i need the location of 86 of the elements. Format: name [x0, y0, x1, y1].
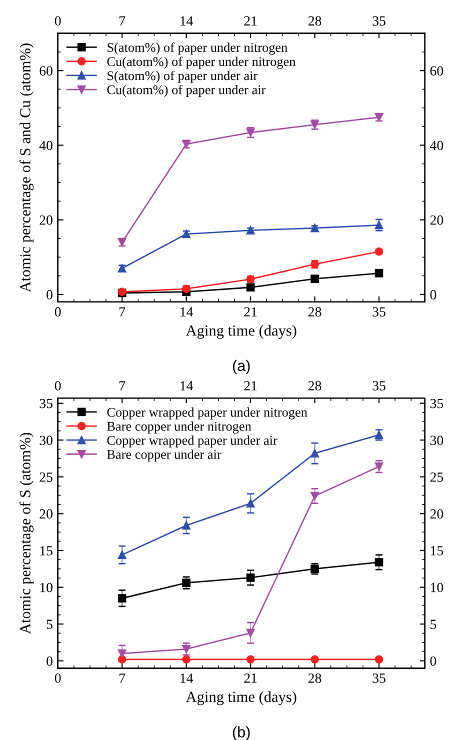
point — [118, 550, 126, 560]
x-axis-title: Aging time (days) — [186, 691, 296, 706]
x-tick-label: 14 — [180, 674, 194, 683]
y-tick-label: 10 — [40, 582, 52, 592]
y2-tick-label: 35 — [430, 398, 444, 408]
x-axis-title: Aging time (days) — [186, 324, 296, 339]
point — [374, 269, 384, 278]
x2-tick-label: 7 — [120, 381, 126, 390]
y2-tick-label: 0 — [430, 656, 436, 666]
text: (a) — [232, 360, 250, 374]
x-tick-label: 21 — [244, 307, 257, 316]
y2-tick-label: 25 — [430, 472, 444, 482]
x2-tick-label: 14 — [180, 16, 194, 26]
point — [246, 574, 255, 582]
y-tick-label: 30 — [40, 436, 52, 446]
x-tick-label: 35 — [372, 307, 386, 317]
point — [182, 521, 190, 530]
point — [374, 655, 384, 664]
point — [182, 578, 190, 588]
point — [310, 492, 319, 500]
legend-label: Copper wrapped paper under nitrogen — [107, 407, 308, 420]
y2-tick-label: 0 — [430, 290, 436, 300]
legend-label: Cu(atom%) of paper under nitrogen — [107, 56, 296, 69]
point — [182, 230, 190, 238]
y2-tick-label: 5 — [430, 620, 436, 630]
point — [118, 655, 126, 664]
x-tick-label: 21 — [244, 674, 257, 683]
x-tick-label: 28 — [308, 307, 322, 317]
y2-tick-label: 15 — [430, 546, 444, 556]
x2-tick-label: 21 — [244, 16, 257, 26]
point — [246, 628, 255, 638]
point — [246, 283, 255, 292]
legend-label: S(atom%) of paper under nitrogen — [108, 42, 288, 55]
x2-tick-label: 0 — [54, 381, 61, 390]
point — [374, 558, 384, 566]
legend-label: Copper wrapped paper under air — [107, 436, 278, 448]
x2-tick-label: 21 — [244, 381, 257, 390]
x-tick-label: 35 — [372, 674, 386, 683]
text: (b) — [232, 726, 250, 740]
y2-tick-label: 40 — [430, 140, 444, 150]
y-tick-label: 0 — [46, 290, 52, 300]
x-tick-label: 7 — [120, 307, 126, 316]
legend-label: Bare copper under nitrogen — [107, 422, 252, 434]
x2-tick-label: 35 — [372, 16, 386, 26]
x2-tick-label: 28 — [308, 381, 322, 390]
legend-label: S(atom%) of paper under air — [108, 70, 258, 83]
x-tick-label: 28 — [308, 673, 322, 683]
x-tick-label: 0 — [54, 307, 61, 317]
y-axis-title: Atomic percentage of S and Cu (atom%) — [19, 44, 34, 292]
point — [118, 649, 126, 658]
y-tick-label: 15 — [40, 546, 52, 556]
point — [310, 655, 319, 664]
y-tick-label: 60 — [40, 66, 52, 76]
point — [310, 449, 319, 458]
y-tick-label: 20 — [40, 509, 52, 519]
point — [374, 462, 384, 471]
point — [182, 655, 190, 664]
x2-tick-label: 7 — [120, 16, 126, 26]
y-tick-label: 25 — [40, 472, 52, 482]
point — [182, 284, 190, 294]
x2-tick-label: 35 — [372, 381, 386, 390]
y-tick-label: 5 — [46, 620, 52, 630]
y2-tick-label: 30 — [430, 436, 444, 446]
y-tick-label: 35 — [40, 398, 52, 408]
point — [246, 499, 255, 508]
legend-label: Bare copper under air — [107, 450, 222, 462]
point — [246, 655, 255, 664]
x2-tick-label: 0 — [54, 16, 61, 26]
x2-tick-label: 14 — [180, 381, 194, 390]
x2-tick-label: 28 — [308, 16, 322, 26]
point — [182, 644, 190, 654]
y2-tick-label: 20 — [430, 215, 444, 225]
y2-tick-label: 60 — [430, 66, 444, 76]
y-tick-label: 40 — [39, 140, 52, 150]
y2-tick-label: 20 — [430, 509, 444, 519]
y-tick-label: 0 — [46, 656, 52, 666]
legend-label: Cu(atom%) of paper under air — [107, 84, 266, 97]
x-tick-label: 7 — [120, 674, 126, 683]
y-axis-title: Atomic percentage of S (atom%) — [19, 432, 34, 634]
point — [374, 220, 384, 230]
x-tick-label: 0 — [54, 673, 61, 683]
y-tick-label: 20 — [40, 215, 52, 225]
point — [118, 594, 126, 602]
point — [310, 274, 319, 283]
y2-tick-label: 10 — [430, 582, 444, 592]
x-tick-label: 14 — [180, 307, 194, 316]
